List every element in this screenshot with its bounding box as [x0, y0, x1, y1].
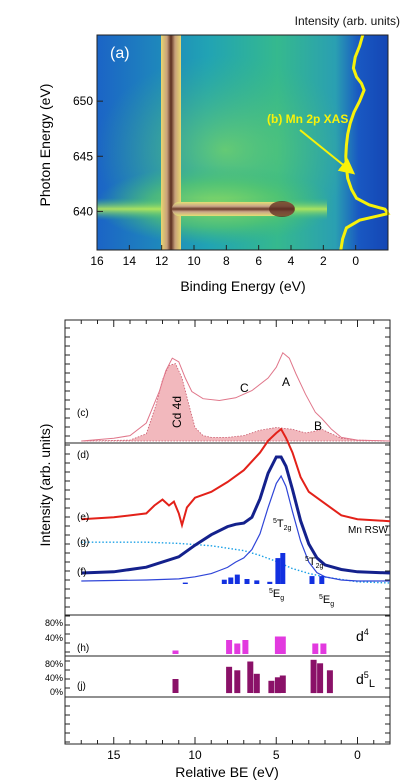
j-bar [274, 677, 281, 694]
heatmap-x-tick-label: 10 [187, 254, 201, 268]
heatmap-x-tick-label: 4 [288, 254, 295, 268]
j-bar [234, 670, 241, 694]
h-state-label: d4 [356, 627, 369, 644]
mn-resonance-ridge-end [269, 201, 295, 217]
xas-annotation-arrow [299, 129, 356, 175]
h-bar [312, 643, 319, 654]
curve-c [81, 351, 391, 442]
heatmap-x-ticks: 16 14 12 10 8 6 4 2 0 [90, 245, 359, 268]
j-bar [279, 675, 286, 693]
label-j: (j) [77, 681, 86, 692]
curve-d [81, 427, 391, 529]
f-stick-bar [254, 580, 260, 584]
label-d: (d) [77, 450, 89, 461]
spectra-x-tick-label: 0 [354, 748, 361, 762]
label-h: (h) [77, 643, 89, 654]
heatmap-x-tick-label: 0 [352, 254, 359, 268]
cd4d-ridge [161, 35, 181, 250]
f-stick-bar [244, 579, 250, 584]
j-bar [317, 663, 324, 694]
heatmap-y-tick-label: 650 [73, 94, 93, 108]
j-y-tick-80: 80% [45, 659, 63, 669]
state-label-t2g-2: 5T2g [305, 556, 324, 570]
label-g: (g) [77, 537, 89, 548]
f-stick-bar [280, 553, 286, 584]
j-bar [247, 661, 254, 693]
h-bar [172, 650, 179, 654]
spectra-panel: 15 10 5 0 (c) (d) (e) (g) (f) A C B Cd 4d M… [37, 319, 391, 780]
mn-rsw-label: Mn RSW [348, 525, 389, 536]
h-bars [172, 636, 327, 654]
label-f: (f) [77, 567, 86, 578]
spectra-curves [81, 351, 391, 584]
j-bar [253, 673, 260, 694]
f-stick-bar [275, 558, 281, 584]
j-bar [226, 666, 233, 694]
state-label-eg-2: 5Eg [319, 594, 334, 608]
heatmap-x-axis-title: Binding Energy (eV) [180, 278, 305, 294]
j-y-tick-0: 0% [50, 687, 63, 697]
f-stick-bar [267, 581, 273, 584]
curve-f [81, 474, 390, 582]
j-bar [310, 659, 317, 694]
state-label-eg-1: 5Eg [269, 588, 284, 602]
f-stick-bar [221, 579, 227, 584]
curve-g [81, 455, 391, 575]
spectra-x-tick-label: 5 [273, 748, 280, 762]
h-bar [234, 643, 241, 654]
mn-resonance-ridge [172, 202, 294, 216]
spectra-x-tick-label: 10 [188, 748, 202, 762]
curve-cd [81, 363, 391, 442]
spectra-y-axis-title: Intensity (arb. units) [37, 424, 53, 547]
spectra-x-tick-label: 15 [107, 748, 121, 762]
j-state-label: d5L [356, 670, 375, 690]
spectra-x-axis-title: Relative BE (eV) [175, 764, 278, 780]
heatmap-x-tick-label: 8 [223, 254, 230, 268]
heatmap-x-tick-label: 2 [320, 254, 327, 268]
peak-label-a: A [282, 375, 290, 389]
h-bar [320, 643, 327, 654]
state-label-t2g-1: 5T2g [273, 518, 292, 532]
peak-label-b: B [314, 419, 322, 433]
intensity-top-label: Intensity (arb. units) [295, 14, 400, 28]
h-bar [279, 636, 286, 654]
label-c: (c) [77, 408, 89, 419]
peak-label-cd4d: Cd 4d [170, 396, 184, 428]
heatmap-x-tick-label: 12 [155, 254, 169, 268]
f-stick-bar [228, 577, 234, 584]
h-bar [274, 636, 281, 654]
j-bars [172, 659, 333, 694]
j-bar [172, 679, 179, 693]
heatmap-frame [96, 34, 389, 251]
panel-a-label: (a) [110, 45, 130, 62]
f-stick-bar [319, 576, 325, 584]
peak-label-c: C [240, 381, 249, 395]
j-y-tick-40: 40% [45, 673, 63, 683]
h-y-tick-80: 80% [45, 618, 63, 628]
heatmap-y-axis-title: Photon Energy (eV) [37, 84, 53, 207]
j-bar [326, 670, 333, 694]
heatmap-x-tick-label: 14 [123, 254, 137, 268]
heatmap-x-tick-label: 16 [90, 254, 104, 268]
xas-annotation: (b) Mn 2p XAS [267, 112, 348, 126]
heatmap-y-ticks: 650 645 640 [73, 94, 103, 218]
h-bar [242, 640, 249, 654]
label-e: (e) [77, 512, 89, 523]
xas-curve [339, 34, 391, 251]
h-bar [226, 640, 233, 654]
heatmap-y-tick-label: 640 [73, 204, 93, 218]
heatmap-panel: Intensity (arb. units) (b) Mn 2p XAS (a)… [37, 14, 400, 294]
f-stick-bar [309, 576, 315, 584]
f-stick-bars [182, 553, 325, 584]
heatmap-x-tick-label: 6 [255, 254, 262, 268]
f-stick-bar [234, 574, 240, 584]
f-stick-bar [182, 582, 188, 584]
h-y-tick-40: 40% [45, 633, 63, 643]
j-bar [268, 680, 275, 694]
heatmap-y-tick-label: 645 [73, 149, 93, 163]
spectra-ticks: 15 10 5 0 [65, 320, 390, 762]
